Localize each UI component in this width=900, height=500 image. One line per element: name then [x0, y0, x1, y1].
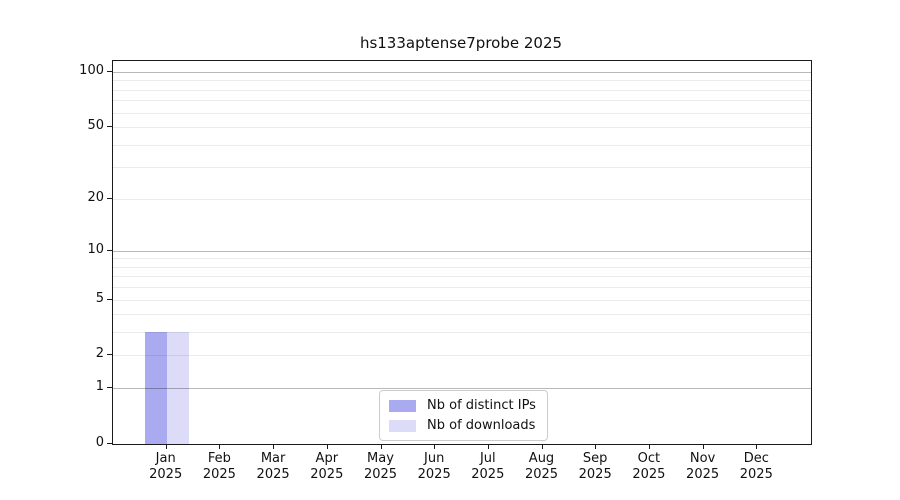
- minor-gridline: [113, 100, 811, 102]
- legend-label-downloads: Nb of downloads: [427, 418, 536, 433]
- major-gridline: [113, 388, 811, 390]
- x-tick-mark: [756, 444, 758, 449]
- x-tick-label-apr: Apr 2025: [310, 451, 344, 482]
- minor-gridline: [113, 276, 811, 278]
- x-tick-label-mar: Mar 2025: [256, 451, 290, 482]
- y-tick-label: 100: [79, 63, 104, 78]
- legend: Nb of distinct IPs Nb of downloads: [379, 390, 548, 441]
- minor-gridline: [113, 332, 811, 334]
- legend-entry-distinct-ips: Nb of distinct IPs: [389, 398, 536, 413]
- minor-gridline: [113, 127, 811, 129]
- y-tick-label: 0: [95, 435, 104, 450]
- x-tick-mark: [326, 444, 328, 449]
- downloads-swatch: [389, 419, 416, 432]
- distinct-ips-swatch: [389, 399, 416, 412]
- x-tick-mark: [487, 444, 489, 449]
- y-tick-mark: [107, 126, 112, 128]
- y-tick-mark: [107, 354, 112, 356]
- x-tick-mark: [165, 444, 167, 449]
- x-tick-mark: [380, 444, 382, 449]
- x-tick-label-jul: Jul 2025: [471, 451, 505, 482]
- minor-gridline: [113, 258, 811, 260]
- legend-entry-downloads: Nb of downloads: [389, 418, 536, 433]
- y-tick-mark: [107, 249, 112, 251]
- major-gridline: [113, 250, 811, 252]
- x-tick-mark: [595, 444, 597, 449]
- x-tick-mark: [219, 444, 221, 449]
- y-tick-mark: [107, 387, 112, 389]
- x-tick-label-jan: Jan 2025: [149, 451, 183, 482]
- minor-gridline: [113, 144, 811, 146]
- major-gridline: [113, 72, 811, 73]
- minor-gridline: [113, 266, 811, 268]
- legend-label-distinct-ips: Nb of distinct IPs: [427, 398, 536, 413]
- y-tick-label: 1: [95, 379, 104, 395]
- x-tick-label-may: May 2025: [363, 451, 398, 482]
- y-tick-label: 10: [87, 241, 104, 257]
- minor-gridline: [113, 299, 811, 301]
- bar-downloads-jan: [166, 332, 189, 444]
- minor-gridline: [113, 112, 811, 114]
- y-tick-label: 2: [95, 346, 104, 362]
- x-tick-label-sep: Sep 2025: [578, 451, 612, 482]
- x-tick-mark: [541, 444, 543, 449]
- minor-gridline: [113, 89, 811, 91]
- y-tick-mark: [107, 298, 112, 300]
- minor-gridline: [113, 80, 811, 82]
- minor-gridline: [113, 314, 811, 316]
- y-tick-mark: [107, 443, 112, 444]
- x-tick-label-feb: Feb 2025: [202, 451, 236, 482]
- x-tick-mark: [273, 444, 275, 449]
- y-tick-mark: [107, 197, 112, 199]
- y-tick-label: 50: [87, 118, 104, 134]
- x-tick-label-nov: Nov 2025: [686, 451, 720, 482]
- x-tick-label-dec: Dec 2025: [739, 451, 773, 482]
- x-tick-mark: [702, 444, 704, 449]
- y-tick-label: 5: [95, 290, 104, 306]
- minor-gridline: [113, 198, 811, 200]
- minor-gridline: [113, 355, 811, 357]
- x-tick-label-aug: Aug 2025: [524, 451, 559, 482]
- bar-distinct-ips-jan: [144, 332, 167, 444]
- x-tick-mark: [434, 444, 436, 449]
- x-tick-mark: [648, 444, 650, 449]
- minor-gridline: [113, 287, 811, 289]
- y-tick-mark: [107, 71, 112, 72]
- x-tick-label-oct: Oct 2025: [632, 451, 666, 482]
- chart-title: hs133aptense7probe 2025: [359, 34, 563, 52]
- minor-gridline: [113, 167, 811, 169]
- y-tick-label: 20: [87, 189, 104, 205]
- plot-area: Nb of distinct IPs Nb of downloads: [112, 60, 812, 445]
- x-tick-label-jun: Jun 2025: [417, 451, 451, 482]
